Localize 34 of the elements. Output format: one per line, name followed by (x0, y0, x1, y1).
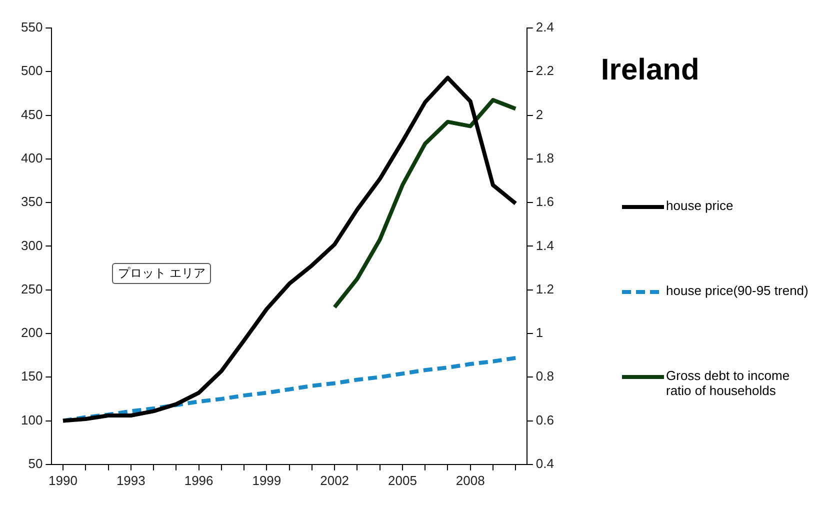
annotation: プロット エリア (112, 263, 212, 284)
y-tick-label: 150 (20, 368, 43, 384)
y-tick-label: 400 (20, 150, 43, 166)
text: Ireland (600, 53, 700, 86)
x-tick-label: 1996 (184, 472, 214, 488)
y2-tick-label: 0.4 (536, 456, 554, 471)
y-tick-label: 200 (20, 325, 43, 340)
y2-tick-label: 1.4 (536, 238, 554, 253)
y2-tick-label: 0.8 (536, 368, 554, 384)
y2-tick-label: 1.2 (536, 281, 554, 296)
y-tick-label: 50 (28, 456, 43, 471)
y-tick-label: 250 (20, 281, 43, 296)
legend-label: house price (666, 198, 734, 213)
x-tick-label: 2005 (388, 472, 417, 488)
x-tick-label: 1990 (48, 472, 78, 488)
y2-tick-label: 0.6 (536, 412, 554, 428)
legend-label: house price(90-95 trend) (666, 283, 810, 298)
y-tick-label: 550 (20, 20, 43, 35)
y-tick-label: 300 (20, 238, 43, 253)
x-tick-label: 2008 (456, 472, 485, 488)
y2-tick-label: 2 (536, 106, 544, 122)
y2-tick-label: 2.2 (536, 63, 554, 78)
y-tick-label: 450 (20, 106, 43, 122)
y2-tick-label: 1 (536, 325, 544, 340)
x-tick-label: 1999 (252, 472, 282, 488)
y-tick-label: 350 (20, 194, 43, 210)
y2-tick-label: 1.8 (536, 150, 554, 166)
y2-tick-label: 1.6 (536, 194, 554, 210)
x-tick-label: 2002 (320, 472, 350, 488)
x-tick-label: 1993 (116, 472, 146, 488)
y-tick-label: 100 (20, 412, 43, 428)
y2-tick-label: 2.4 (536, 20, 554, 35)
y-tick-label: 500 (20, 63, 43, 78)
legend-label: Gross debt to income ratio of households (666, 368, 791, 398)
